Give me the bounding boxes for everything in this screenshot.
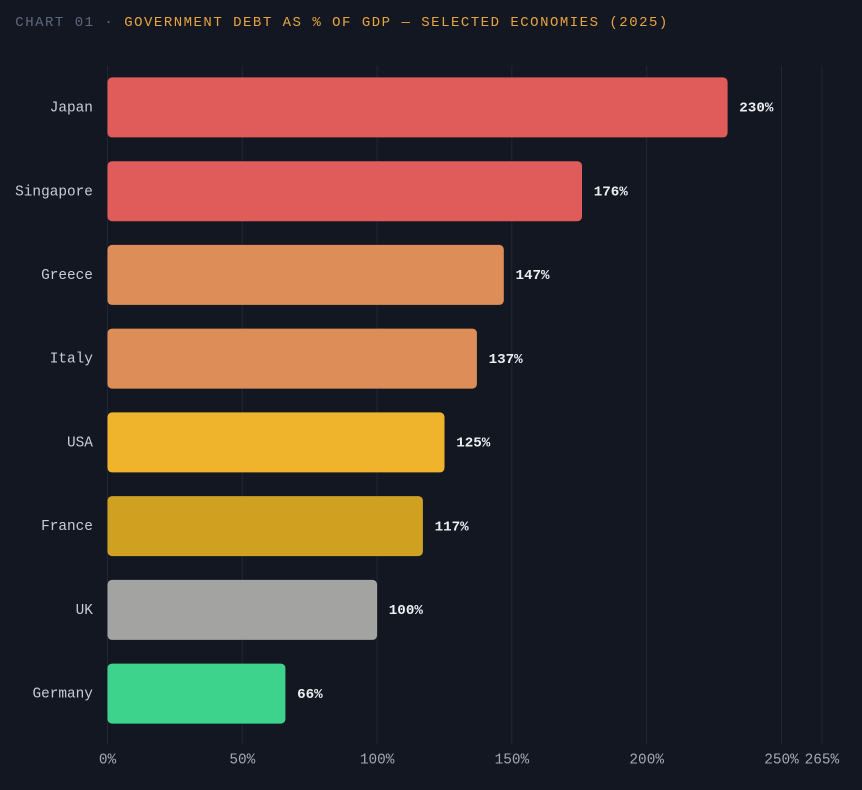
svg-text:125%: 125% [456,436,491,452]
svg-text:150%: 150% [495,753,530,769]
svg-text:117%: 117% [435,519,470,535]
svg-text:66%: 66% [297,687,323,703]
svg-text:Italy: Italy [50,352,94,368]
svg-text:50%: 50% [229,753,255,769]
svg-text:100%: 100% [389,603,424,619]
svg-text:Greece: Greece [41,268,93,284]
svg-text:Japan: Japan [50,101,93,117]
svg-text:176%: 176% [594,185,629,201]
svg-text:Germany: Germany [32,687,93,703]
svg-text:100%: 100% [360,753,395,769]
svg-text:Singapore: Singapore [15,184,93,200]
svg-text:230%: 230% [739,101,774,117]
svg-text:200%: 200% [629,753,664,769]
svg-text:0%: 0% [99,753,117,769]
svg-text:France: France [41,519,93,535]
svg-text:CHART 01 · GOVERNMENT DEBT AS: CHART 01 · GOVERNMENT DEBT AS % OF GDP —… [15,15,669,31]
svg-text:265%: 265% [805,753,840,769]
svg-text:USA: USA [67,436,93,452]
svg-text:UK: UK [76,603,94,619]
svg-text:250%: 250% [764,753,799,769]
svg-text:137%: 137% [489,352,524,368]
svg-text:147%: 147% [516,268,551,284]
